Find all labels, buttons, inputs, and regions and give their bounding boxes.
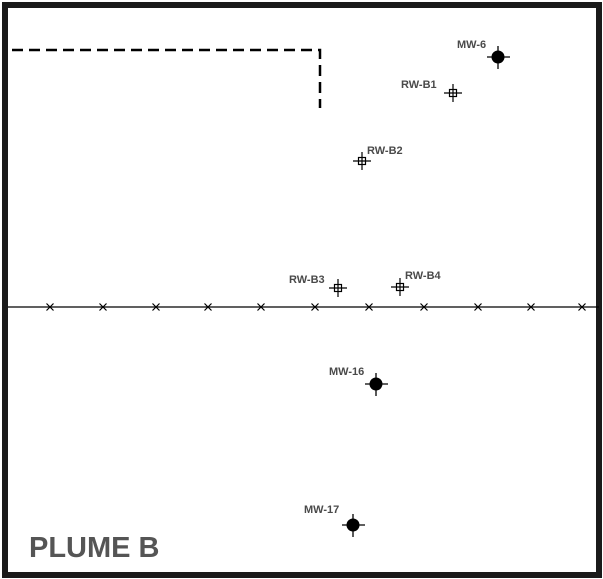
fence-x-marker-icon	[527, 303, 535, 311]
fence-line	[8, 303, 599, 311]
well-mw16[interactable]: MW-16	[329, 366, 388, 396]
fence-x-marker-icon	[99, 303, 107, 311]
well-rwb2[interactable]: RW-B2	[353, 145, 403, 170]
open-square-crosshair-icon	[444, 84, 462, 102]
well-mw17[interactable]: MW-17	[304, 504, 365, 537]
fence-x-marker-icon	[46, 303, 54, 311]
filled-circle-crosshair-icon	[365, 373, 388, 396]
well-label-rwb3: RW-B3	[289, 274, 325, 286]
fence-x-marker-icon	[420, 303, 428, 311]
well-label-mw17: MW-17	[304, 504, 339, 516]
open-square-crosshair-icon	[329, 279, 347, 297]
filled-circle-crosshair-icon	[487, 46, 510, 69]
fence-x-marker-icon	[365, 303, 373, 311]
well-label-mw6: MW-6	[457, 39, 486, 51]
well-mw6[interactable]: MW-6	[457, 39, 510, 69]
fence-x-marker-icon	[152, 303, 160, 311]
filled-circle-crosshair-icon	[342, 514, 365, 537]
fence-x-marker-icon	[578, 303, 586, 311]
open-square-crosshair-icon	[353, 152, 371, 170]
fence-x-marker-icon	[257, 303, 265, 311]
well-label-rwb4: RW-B4	[405, 270, 442, 282]
well-rwb4[interactable]: RW-B4	[391, 270, 442, 296]
fence-x-marker-icon	[204, 303, 212, 311]
map-title: PLUME B	[29, 532, 160, 564]
well-label-mw16: MW-16	[329, 366, 364, 378]
dashed-boundary	[12, 48, 322, 108]
well-label-rwb1: RW-B1	[401, 79, 437, 91]
fence-x-marker-icon	[474, 303, 482, 311]
open-square-crosshair-icon	[391, 278, 409, 296]
well-rwb1[interactable]: RW-B1	[401, 79, 462, 102]
well-label-rwb2: RW-B2	[367, 145, 403, 157]
well-rwb3[interactable]: RW-B3	[289, 274, 347, 297]
fence-x-marker-icon	[311, 303, 319, 311]
